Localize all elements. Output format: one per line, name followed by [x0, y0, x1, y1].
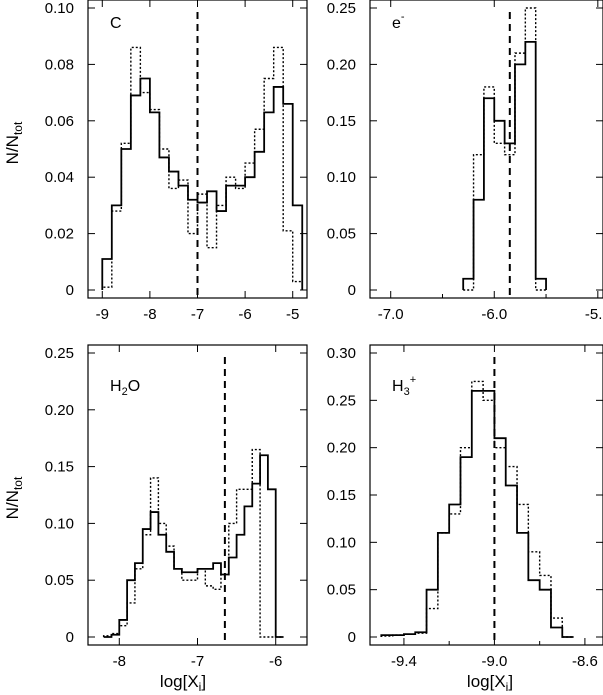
y-axis-title-top: N/Ntot: [3, 121, 25, 164]
x-tick-label: -8: [113, 653, 126, 670]
y-tick-label: 0.10: [45, 515, 74, 532]
panel-top-right: 0 0.05 0.10 0.15 0.20 0.25 -7.0 -6.0 -5.0 e-: [327, 0, 603, 323]
x-axis-title-right: log[Xi]: [467, 672, 513, 694]
histogram-dotted-series: [101, 46, 303, 290]
x-axis-title-left: log[Xi]: [160, 672, 206, 694]
y-tick-label: 0.25: [45, 345, 74, 362]
y-tick-label: 0.08: [45, 56, 74, 73]
x-tick-label: -6: [269, 653, 282, 670]
y-tick-label: 0: [348, 629, 356, 646]
histogram-solid-series: [380, 389, 574, 638]
y-tick-label: 0.10: [45, 0, 74, 17]
y-tick-label: 0.15: [327, 487, 356, 504]
y-tick-label: 0.04: [45, 169, 74, 186]
histogram-dotted-series: [380, 380, 574, 638]
species-label: H3+: [392, 374, 416, 398]
y-tick-label: 0.02: [45, 226, 74, 243]
y-tick-label: 0.30: [327, 345, 356, 362]
y-tick-label: 0.20: [327, 56, 356, 73]
species-label: C: [110, 15, 122, 32]
x-tick-label: -7: [191, 653, 204, 670]
x-tick-label: -9.0: [481, 653, 507, 670]
y-tick-label: 0.10: [327, 169, 356, 186]
histogram-solid-series: [103, 454, 284, 638]
species-label: H2O: [110, 378, 140, 398]
y-tick-label: 0.15: [45, 459, 74, 476]
x-tick-label: -8: [143, 306, 156, 323]
y-tick-label: 0: [66, 282, 74, 299]
x-tick-label: -8.6: [572, 653, 598, 670]
y-tick-label: 0.05: [327, 226, 356, 243]
y-tick-label: 0.20: [327, 440, 356, 457]
x-tick-label: -7: [191, 306, 204, 323]
panel-bottom-left: 0 0.05 0.10 0.15 0.20 0.25 -8 -7 -6 H2O: [45, 344, 308, 670]
y-tick-label: 0.25: [327, 0, 356, 17]
panel-bottom-right: 0 0.05 0.10 0.15 0.20 0.25 0.30 -9.4 -9.0 -8.6 H3+: [327, 344, 603, 670]
y-tick-label: 0.10: [327, 534, 356, 551]
x-tick-label: -5: [286, 306, 299, 323]
histogram-dotted-series: [102, 448, 284, 638]
histogram-dotted-series: [463, 7, 547, 291]
panel-top-left: 0 0.02 0.04 0.06 0.08 0.10 -9 -8 -7 -6 -5 C: [45, 0, 308, 323]
y-tick-label: 0.25: [327, 392, 356, 409]
y-tick-label: 0: [348, 282, 356, 299]
x-tick-label: -9.4: [391, 653, 417, 670]
y-tick-label: 0.06: [45, 113, 74, 130]
x-tick-label: -6.0: [481, 306, 507, 323]
y-tick-label: 0: [66, 629, 74, 646]
plot-frame: [369, 0, 603, 299]
species-label: e-: [392, 11, 405, 32]
y-tick-label: 0.05: [45, 572, 74, 589]
histogram-solid-series: [101, 77, 304, 290]
x-tick-label: -5.0: [585, 306, 603, 323]
y-tick-label: 0.05: [327, 582, 356, 599]
x-tick-label: -6: [238, 306, 251, 323]
y-tick-label: 0.20: [45, 402, 74, 419]
x-tick-label: -9: [96, 306, 109, 323]
histogram-solid-series: [462, 40, 547, 290]
x-tick-label: -7.0: [378, 306, 404, 323]
y-tick-label: 0.15: [327, 113, 356, 130]
y-axis-title-bottom: N/Ntot: [3, 476, 25, 519]
